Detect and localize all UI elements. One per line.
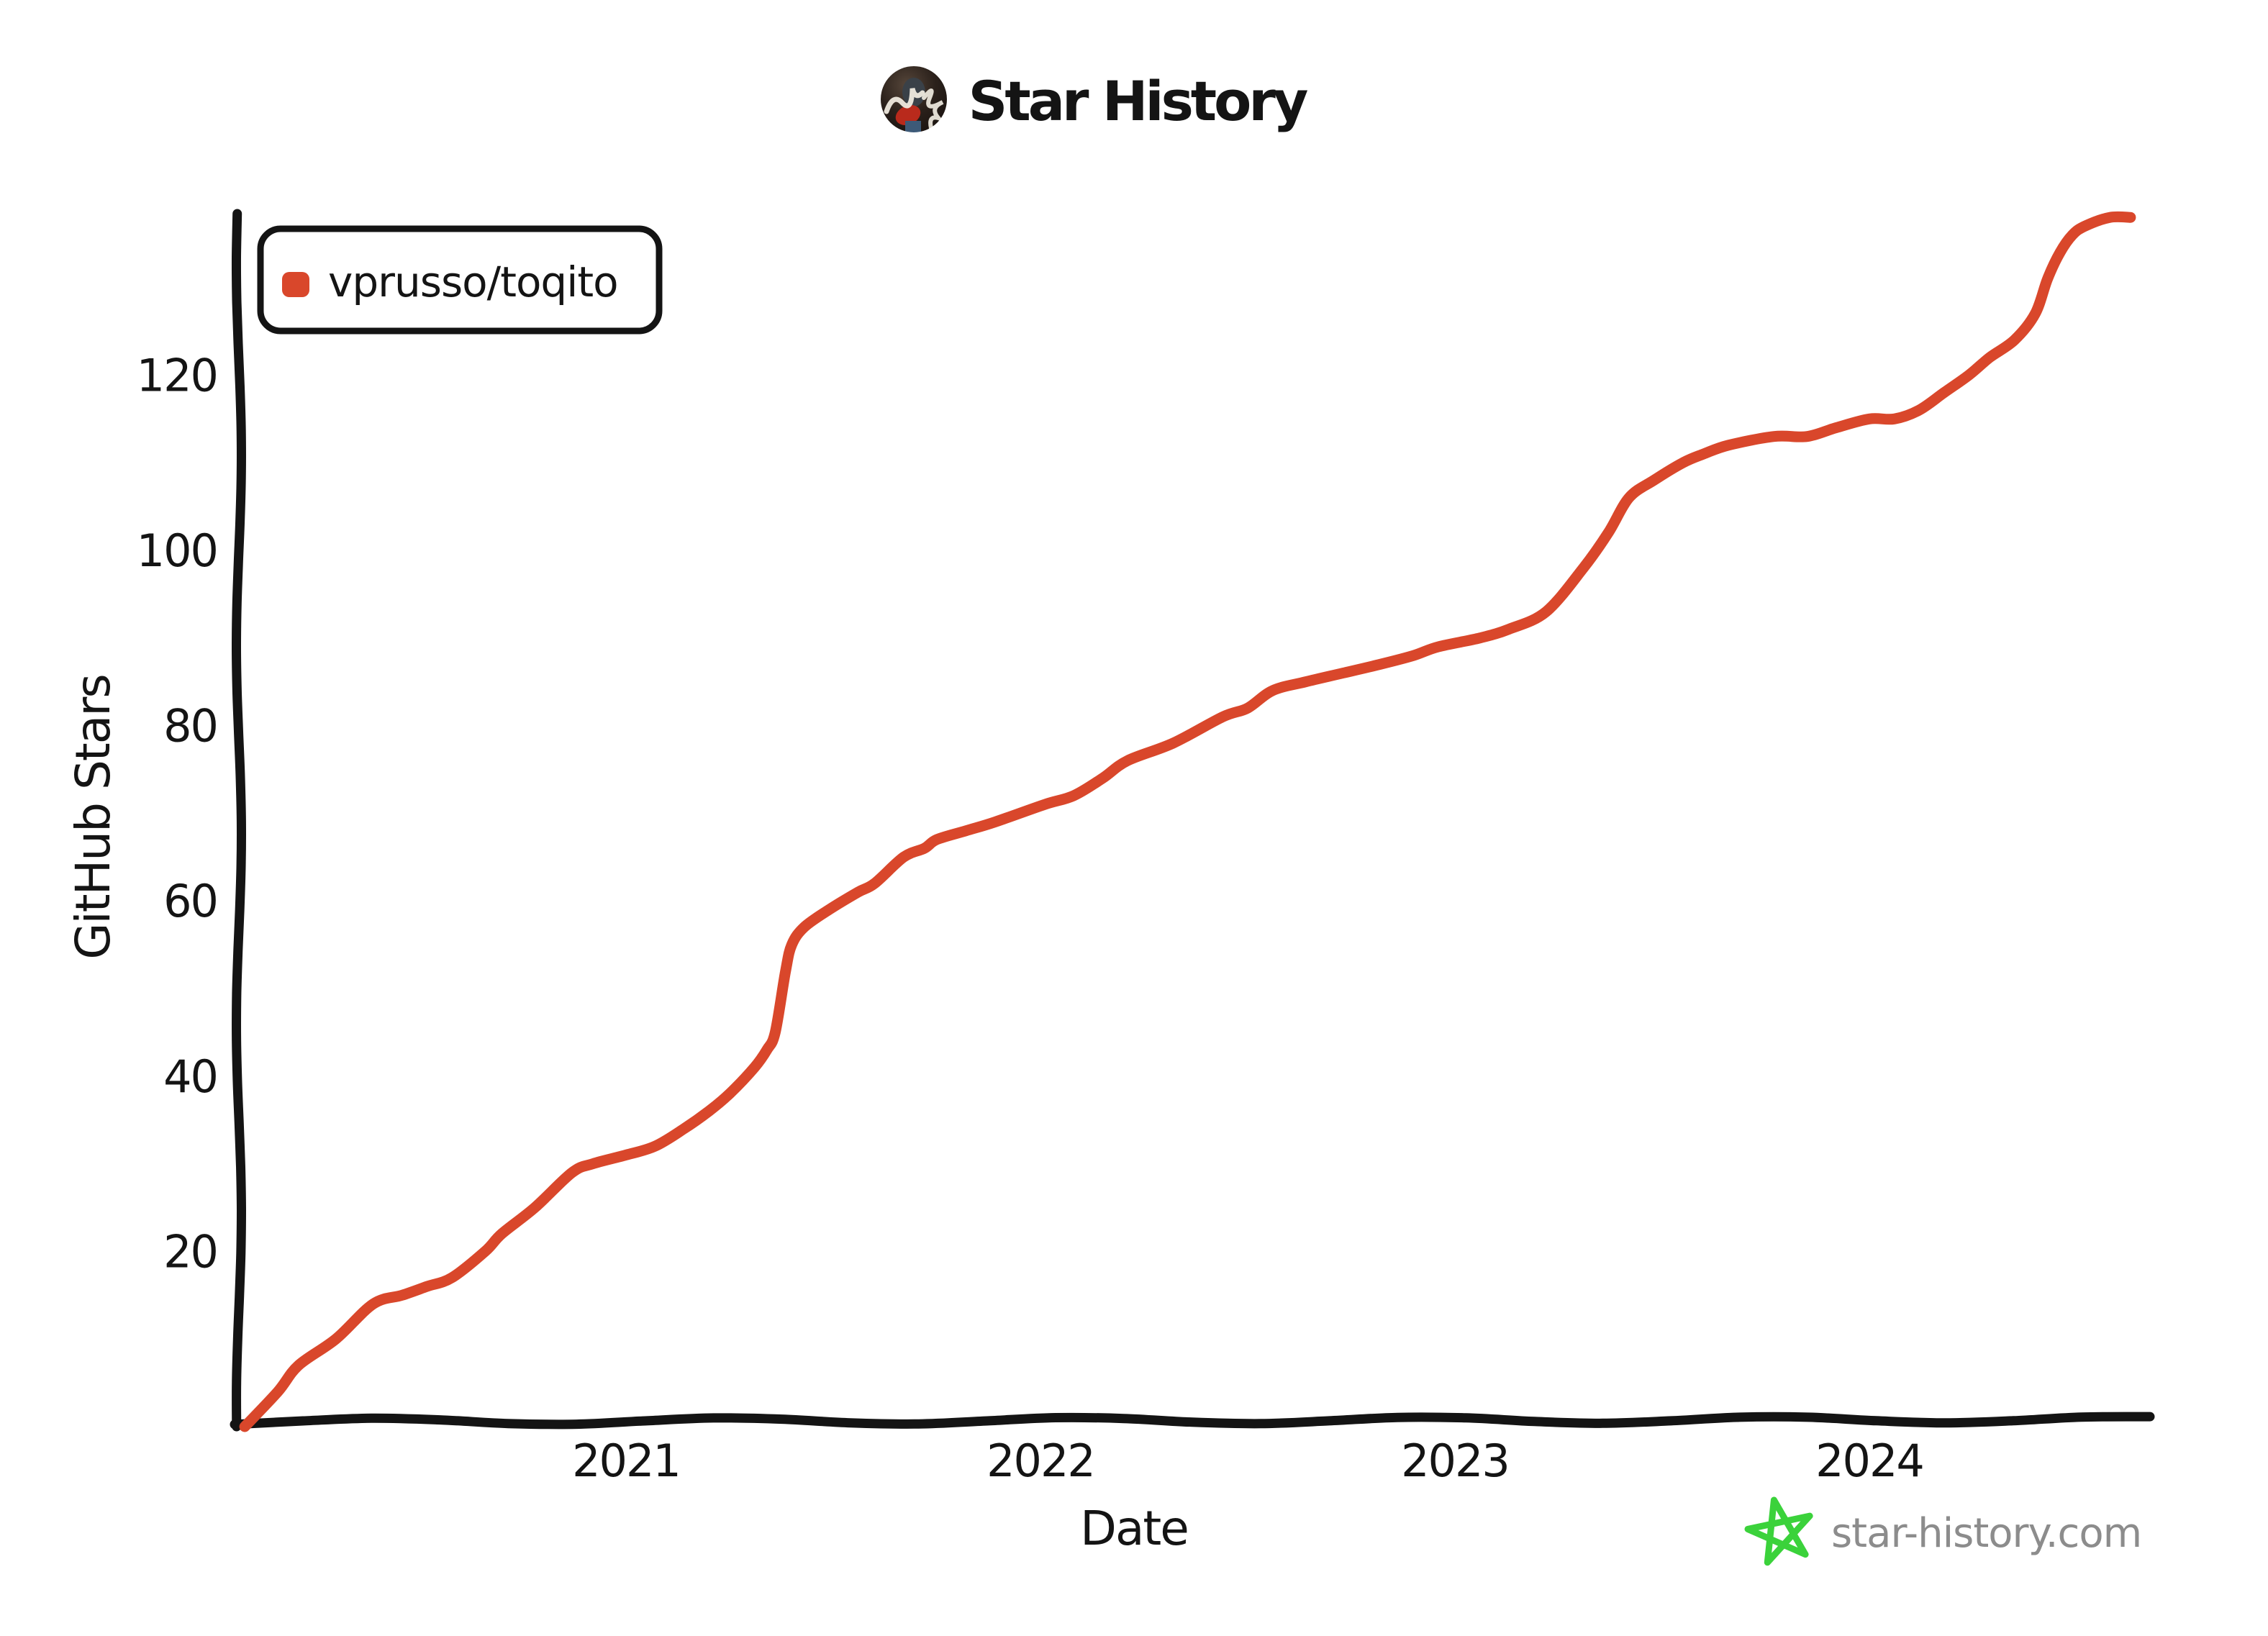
legend-label: vprusso/toqito (328, 258, 618, 306)
axes (230, 209, 2155, 1432)
avatar-light-streak (884, 88, 925, 114)
x-axis-ticks: 2021 2022 2023 2024 (572, 1435, 1925, 1487)
y-tick-label: 80 (163, 700, 217, 753)
y-tick-label: 40 (163, 1050, 217, 1103)
legend-marker-icon (282, 272, 309, 297)
x-axis-line (230, 1412, 2155, 1430)
x-tick-label: 2021 (572, 1435, 680, 1487)
y-tick-label: 20 (163, 1225, 217, 1278)
x-tick-label: 2022 (986, 1435, 1094, 1487)
x-tick-label: 2023 (1401, 1435, 1509, 1487)
y-axis-ticks: 20 40 60 80 100 120 (137, 349, 219, 1278)
watermark-text[interactable]: star-history.com (1831, 1510, 2142, 1557)
watermark[interactable]: star-history.com (1743, 1494, 2142, 1566)
repo-avatar-icon (879, 65, 948, 134)
y-tick-label: 60 (163, 875, 217, 927)
legend: vprusso/toqito (257, 225, 663, 335)
avatar-light-streak-2 (922, 88, 945, 130)
avatar-ring (879, 65, 948, 134)
star-icon (1744, 1496, 1813, 1566)
page-title: Star History (969, 69, 1308, 133)
avatar-guitar (895, 105, 921, 125)
y-tick-label: 120 (137, 349, 217, 401)
series-line-vprusso-toqito (239, 211, 2136, 1432)
avatar-light-streak-3 (881, 120, 891, 133)
x-tick-label: 2024 (1815, 1435, 1923, 1487)
y-axis-line (231, 209, 247, 1432)
avatar-jeans (905, 121, 921, 133)
legend-box (257, 225, 663, 335)
y-axis-label: GitHub Stars (65, 675, 121, 959)
x-axis-label: Date (1080, 1501, 1188, 1556)
y-tick-label: 100 (137, 524, 217, 577)
